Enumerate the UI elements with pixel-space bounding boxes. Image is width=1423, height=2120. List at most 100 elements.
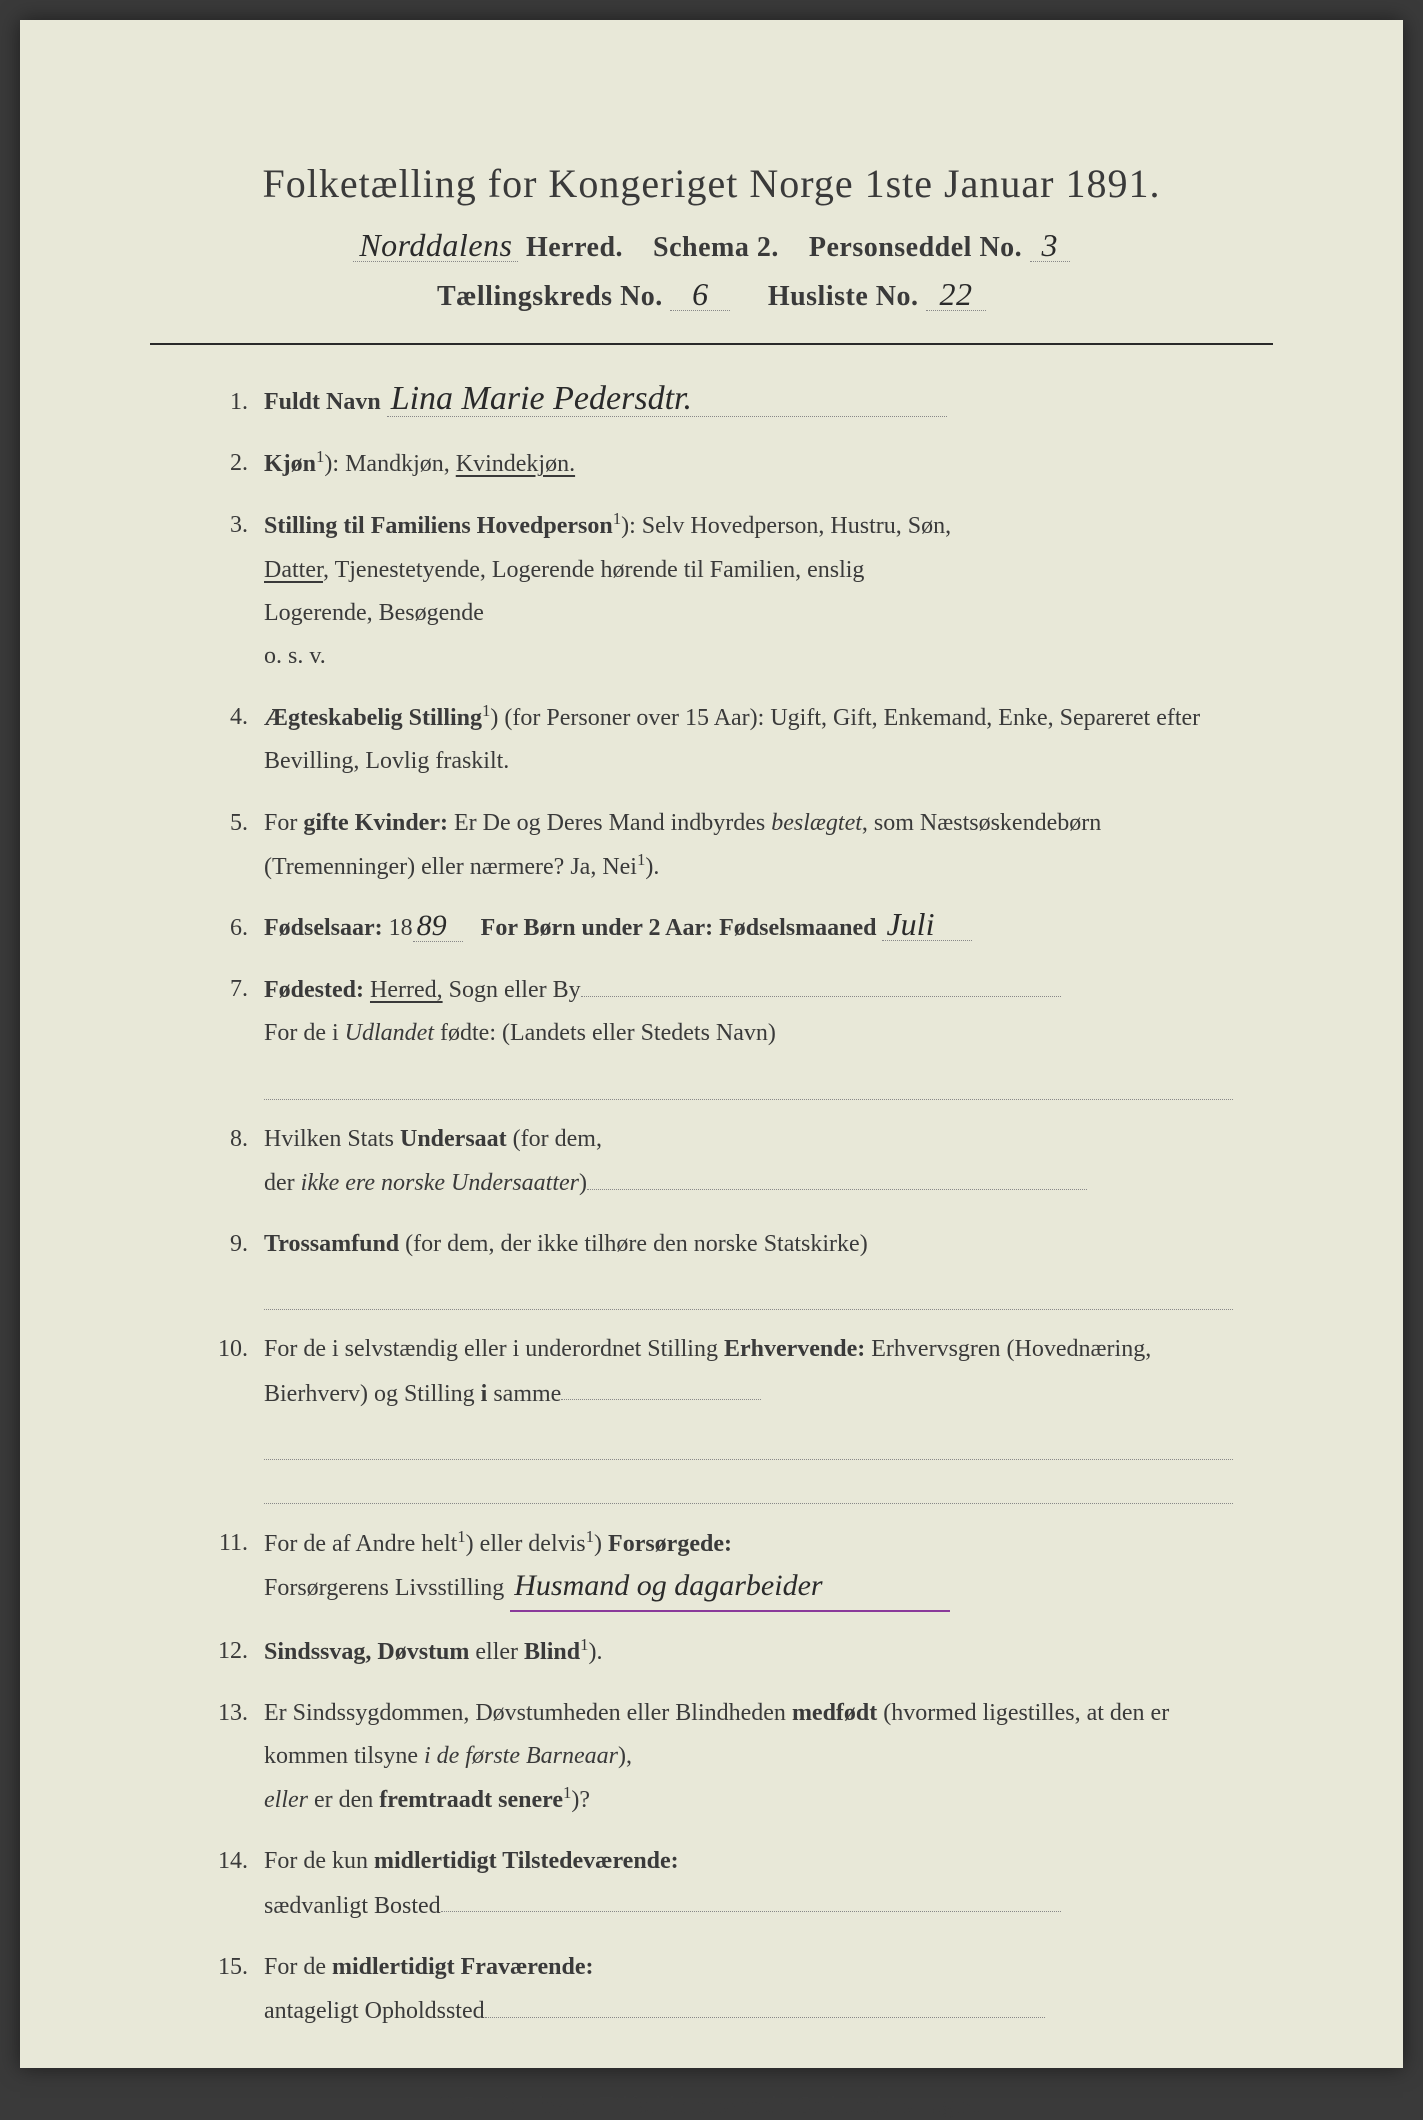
person-no: 3 bbox=[1030, 229, 1070, 262]
row-11: 11. For de af Andre helt1) eller delvis1… bbox=[210, 1522, 1233, 1611]
text: Er De og Deres Mand indbyrdes bbox=[448, 810, 771, 836]
row-12: 12. Sindssvag, Døvstum eller Blind1). bbox=[210, 1630, 1233, 1674]
row-num: 11. bbox=[210, 1522, 264, 1565]
row-num: 2. bbox=[210, 442, 264, 485]
page-title: Folketælling for Kongeriget Norge 1ste J… bbox=[150, 160, 1273, 207]
text: For de i selvstændig eller i underordnet… bbox=[264, 1336, 724, 1362]
husliste-no: 22 bbox=[926, 278, 986, 311]
bold-text: medfødt bbox=[792, 1700, 877, 1726]
text: eller bbox=[469, 1639, 524, 1665]
row-num: 5. bbox=[210, 802, 264, 845]
field-label: gifte Kvinder: bbox=[303, 810, 448, 836]
row-num: 4. bbox=[210, 696, 264, 739]
field-label: Trossamfund bbox=[264, 1231, 399, 1257]
text: For de kun bbox=[264, 1848, 374, 1874]
row-9: 9. Trossamfund (for dem, der ikke tilhør… bbox=[210, 1223, 1233, 1311]
row-6: 6. Fødselsaar: 1889 For Børn under 2 Aar… bbox=[210, 907, 1233, 950]
divider bbox=[150, 343, 1273, 345]
row-num: 1. bbox=[210, 381, 264, 424]
italic-text: eller bbox=[264, 1787, 308, 1813]
document-page: Folketælling for Kongeriget Norge 1ste J… bbox=[20, 20, 1403, 2068]
bold-text: Erhvervende: bbox=[724, 1336, 865, 1362]
taelling-label: Tællingskreds No. bbox=[437, 281, 663, 312]
field-label: Kjøn bbox=[264, 451, 316, 477]
footnote: ¹) De for hvert Tilfælde passende Ord un… bbox=[150, 2093, 1273, 2120]
text: (for dem, bbox=[507, 1126, 602, 1152]
field-label: Stilling til Familiens Hovedperson bbox=[264, 513, 613, 539]
text: samme bbox=[487, 1380, 561, 1406]
row-num: 14. bbox=[210, 1840, 264, 1883]
text: Hvilken Stats bbox=[264, 1126, 400, 1152]
field-label: Sindssvag, Døvstum bbox=[264, 1639, 469, 1665]
row-10: 10. For de i selvstændig eller i underor… bbox=[210, 1328, 1233, 1504]
text: For de i bbox=[264, 1020, 345, 1046]
text: o. s. v. bbox=[264, 643, 326, 669]
option-text: Mandkjøn, bbox=[345, 451, 456, 477]
row-8: 8. Hvilken Stats Undersaat (for dem, der… bbox=[210, 1118, 1233, 1205]
text: ) bbox=[579, 1170, 587, 1196]
text: antageligt Opholdssted bbox=[264, 1998, 485, 2024]
form-body: 1. Fuldt Navn Lina Marie Pedersdtr. 2. K… bbox=[150, 381, 1273, 2033]
field-label: Fødested: bbox=[264, 977, 364, 1003]
header-line-1: Norddalens Herred. Schema 2. Personsedde… bbox=[150, 229, 1273, 264]
row-1: 1. Fuldt Navn Lina Marie Pedersdtr. bbox=[210, 381, 1233, 424]
selected-option: Datter bbox=[264, 557, 323, 583]
text: sædvanligt Bosted bbox=[264, 1892, 441, 1918]
italic-text: i de første Barneaar bbox=[424, 1743, 618, 1769]
selected-option: Herred, bbox=[370, 977, 443, 1003]
text: Forsørgerens Livsstilling bbox=[264, 1575, 504, 1601]
text: fødte: (Landets eller Stedets Navn) bbox=[434, 1020, 776, 1046]
row-7: 7. Fødested: Herred, Sogn eller By For d… bbox=[210, 968, 1233, 1100]
row-num: 13. bbox=[210, 1692, 264, 1735]
provider-occupation: Husmand og dagarbeider bbox=[510, 1571, 950, 1601]
birth-month: Juli bbox=[882, 908, 972, 941]
field-label: Ægteskabelig Stilling bbox=[264, 705, 482, 731]
bold-text: Forsørgede: bbox=[602, 1531, 732, 1557]
birth-year: 89 bbox=[413, 911, 463, 942]
bold-text: midlertidigt Fraværende: bbox=[332, 1954, 594, 1980]
row-num: 8. bbox=[210, 1118, 264, 1161]
dotted-line bbox=[264, 1272, 1233, 1310]
text: er den bbox=[308, 1787, 379, 1813]
field-label: Fødselsmaaned bbox=[719, 915, 876, 941]
row-num: 7. bbox=[210, 968, 264, 1011]
italic-text: ikke ere norske Undersaatter bbox=[301, 1170, 579, 1196]
row-2: 2. Kjøn1): Mandkjøn, Kvindekjøn. bbox=[210, 442, 1233, 486]
bold-text: Blind bbox=[524, 1639, 580, 1665]
row-13: 13. Er Sindssygdommen, Døvstumheden elle… bbox=[210, 1692, 1233, 1823]
text: eller delvis bbox=[474, 1531, 586, 1557]
bold-text: Undersaat bbox=[400, 1126, 507, 1152]
row-4: 4. Ægteskabelig Stilling1) (for Personer… bbox=[210, 696, 1233, 783]
row-num: 3. bbox=[210, 504, 264, 547]
text: der bbox=[264, 1170, 301, 1196]
bold-text: midlertidigt Tilstedeværende: bbox=[374, 1848, 679, 1874]
row-14: 14. For de kun midlertidigt Tilstedevære… bbox=[210, 1840, 1233, 1927]
row-num: 15. bbox=[210, 1946, 264, 1989]
row-15: 15. For de midlertidigt Fraværende: anta… bbox=[210, 1946, 1233, 2033]
selected-option: Kvindekjøn. bbox=[456, 451, 575, 477]
row-num: 10. bbox=[210, 1328, 264, 1371]
header-line-2: Tællingskreds No. 6 Husliste No. 22 bbox=[150, 278, 1273, 313]
schema-label: Schema 2. bbox=[653, 232, 779, 263]
herred-label: Herred. bbox=[526, 232, 623, 263]
italic-text: beslægtet bbox=[771, 810, 862, 836]
row-num: 9. bbox=[210, 1223, 264, 1266]
dotted-line bbox=[264, 1466, 1233, 1504]
herred-handwritten: Norddalens bbox=[353, 229, 518, 262]
field-label: Fuldt Navn bbox=[264, 389, 381, 415]
year-prefix: 18 bbox=[389, 915, 413, 941]
row-5: 5. For gifte Kvinder: Er De og Deres Man… bbox=[210, 802, 1233, 889]
text: Er Sindssygdommen, Døvstumheden eller Bl… bbox=[264, 1700, 792, 1726]
italic-text: Udlandet bbox=[345, 1020, 434, 1046]
text: Sogn eller By bbox=[443, 977, 581, 1003]
taelling-no: 6 bbox=[670, 278, 730, 311]
text: ? bbox=[579, 1787, 590, 1813]
text: ), bbox=[618, 1743, 632, 1769]
row-3: 3. Stilling til Familiens Hovedperson1):… bbox=[210, 504, 1233, 678]
text: (for dem, der ikke tilhøre den norske St… bbox=[399, 1231, 868, 1257]
text: For de af Andre helt bbox=[264, 1531, 457, 1557]
row-num: 6. bbox=[210, 907, 264, 950]
text: Logerende, Besøgende bbox=[264, 600, 484, 626]
text: For bbox=[264, 810, 303, 836]
text: , Tjenestetyende, Logerende hørende til … bbox=[323, 557, 864, 583]
